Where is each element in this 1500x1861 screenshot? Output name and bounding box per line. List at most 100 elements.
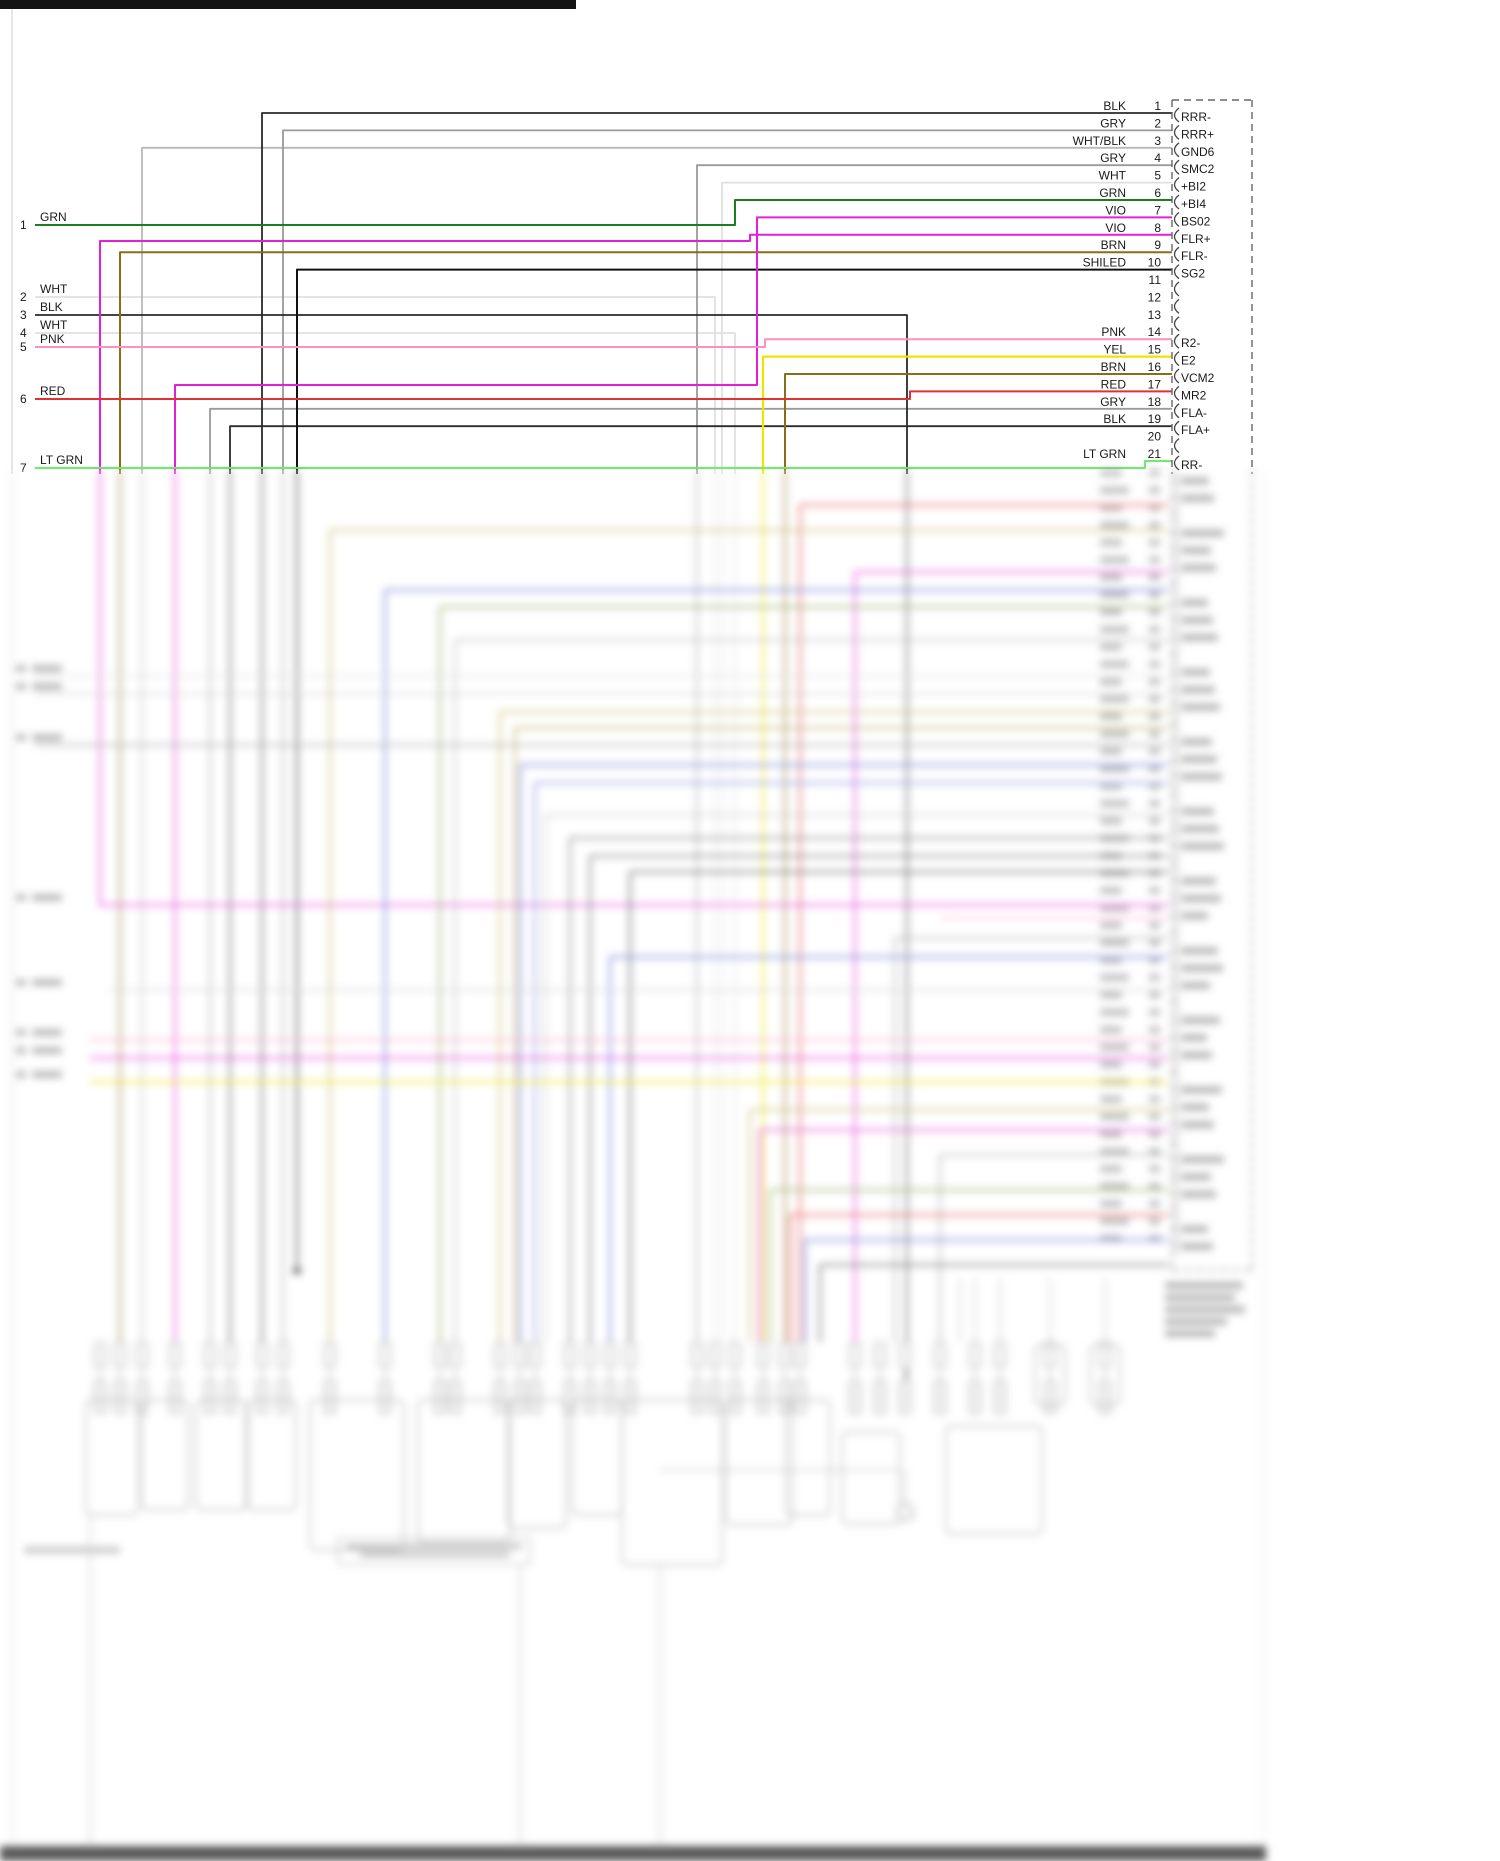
component-box: [417, 1399, 511, 1543]
blurred-text: [1149, 486, 1160, 494]
blurred-text: [1100, 765, 1129, 773]
blurred-text: [1149, 539, 1160, 546]
connector-cavity-bracket: [1173, 1151, 1180, 1167]
connector-terminal: [778, 1379, 792, 1415]
blurred-diagram-region: [0, 470, 1500, 1861]
connector-cavity-bracket: [1173, 942, 1180, 958]
connector-terminal: [873, 1379, 887, 1415]
pin-signal-label: +BI2: [1181, 180, 1206, 194]
connector-cavity-bracket: [1173, 159, 1180, 175]
blurred-text: [1100, 1026, 1122, 1034]
connector-cavity-bracket: [1173, 142, 1180, 158]
connector-terminal: [513, 1379, 527, 1415]
connector-cavity-bracket: [1173, 907, 1180, 923]
blurred-text: [1181, 755, 1217, 763]
connector-terminal: [276, 1379, 290, 1415]
connector-terminal: [728, 1341, 742, 1369]
connector-cavity-bracket: [1173, 699, 1180, 715]
blurred-text: [16, 894, 26, 901]
connector-cavity-bracket: [1173, 838, 1180, 854]
connector-terminal: [993, 1379, 1007, 1415]
connector-cavity-bracket: [1173, 803, 1180, 819]
pin-number: 8: [1154, 221, 1161, 235]
blurred-text: [1149, 678, 1160, 686]
connector-cavity-bracket: [1173, 977, 1180, 993]
connector-cavity-bracket: [1173, 1064, 1180, 1080]
blurred-text: [1181, 703, 1220, 711]
blurred-text: [1149, 470, 1160, 477]
blurred-text: [1100, 1043, 1129, 1051]
left-pin-color-label: WHT: [40, 318, 68, 332]
connector-terminal: [708, 1341, 722, 1369]
blurred-text: [1149, 1200, 1160, 1208]
component-box: [195, 1399, 247, 1511]
connector-cavity-bracket: [1173, 786, 1180, 802]
connector-cavity-bracket: [1173, 733, 1180, 749]
component-box: [1089, 1344, 1121, 1406]
blurred-text: [1100, 1165, 1122, 1173]
blurred-text: [1149, 782, 1160, 790]
component-box: [841, 1431, 901, 1525]
blurred-text: [1181, 842, 1224, 850]
connector-cavity-bracket: [1173, 542, 1180, 558]
connector-terminal: [968, 1341, 982, 1369]
connector-cavity-bracket: [1173, 525, 1180, 541]
blurred-text: [1181, 634, 1218, 641]
connector-terminal: [1043, 1341, 1057, 1369]
diagram-blur-layer: [0, 470, 1266, 1861]
pin-signal-label: VCM2: [1181, 371, 1215, 385]
left-pin-color-label: WHT: [40, 282, 68, 296]
blurred-text: [1100, 1182, 1129, 1190]
blurred-text: [1100, 470, 1122, 477]
blurred-text: [1100, 713, 1122, 720]
pin-wire-color-label: VIO: [1105, 221, 1126, 235]
blurred-text: [1149, 887, 1160, 894]
connector-terminal: [993, 1341, 1007, 1369]
blurred-text: [1149, 556, 1160, 564]
connector-cavity-bracket: [1173, 1099, 1180, 1115]
connector-cavity-bracket: [1173, 420, 1180, 436]
blurred-text: [1181, 616, 1213, 624]
blurred-text: [1181, 964, 1223, 972]
wire-pin17-red: [35, 390, 1172, 400]
blurred-text: [32, 979, 62, 986]
connector-cavity-bracket: [1173, 855, 1180, 871]
wire-pin9-brn: [119, 251, 1172, 474]
blurred-text: [1181, 912, 1208, 920]
pin-wire-color-label: GRY: [1100, 151, 1126, 165]
wire-pin7-vio: [174, 216, 1172, 474]
connector-cavity-bracket: [1173, 559, 1180, 575]
page-frame: [0, 0, 576, 474]
wire-pin18-gry: [209, 407, 1172, 474]
wire-pin5-wht: [721, 181, 1172, 474]
connector-terminal: [323, 1341, 337, 1369]
blurred-text: [1100, 608, 1122, 616]
connector-terminal: [623, 1341, 637, 1369]
connector-terminal: [255, 1341, 269, 1369]
connector-cavity-bracket: [1173, 177, 1180, 193]
blurred-text: [1100, 486, 1129, 494]
blurred-text: [1149, 643, 1160, 651]
blurred-text: [1100, 1095, 1122, 1103]
connector-cavity-bracket: [1173, 455, 1180, 471]
blurred-text: [16, 1047, 26, 1054]
connector-terminal: [708, 1379, 722, 1415]
connector-cavity-bracket: [1173, 194, 1180, 210]
connector-terminal: [513, 1341, 527, 1369]
blurred-text: [1149, 573, 1160, 581]
blurred-text: [1149, 1165, 1160, 1173]
blurred-text: [1149, 956, 1160, 964]
connector-cavity-bracket: [1173, 646, 1180, 662]
connector-terminal: [93, 1379, 107, 1415]
connector-terminal: [563, 1379, 577, 1415]
connector-cavity-bracket: [1173, 403, 1180, 419]
wire-pin8-vio: [99, 233, 1172, 474]
left-pin-color-label: RED: [40, 384, 66, 398]
blurred-text: [1149, 747, 1160, 755]
blurred-text: [1100, 695, 1129, 703]
pin-number: 16: [1148, 360, 1162, 374]
blurred-text: [1100, 521, 1129, 529]
blurred-text: [16, 734, 26, 741]
blurred-text: [16, 665, 26, 672]
connector-cavity-bracket: [1173, 768, 1180, 784]
